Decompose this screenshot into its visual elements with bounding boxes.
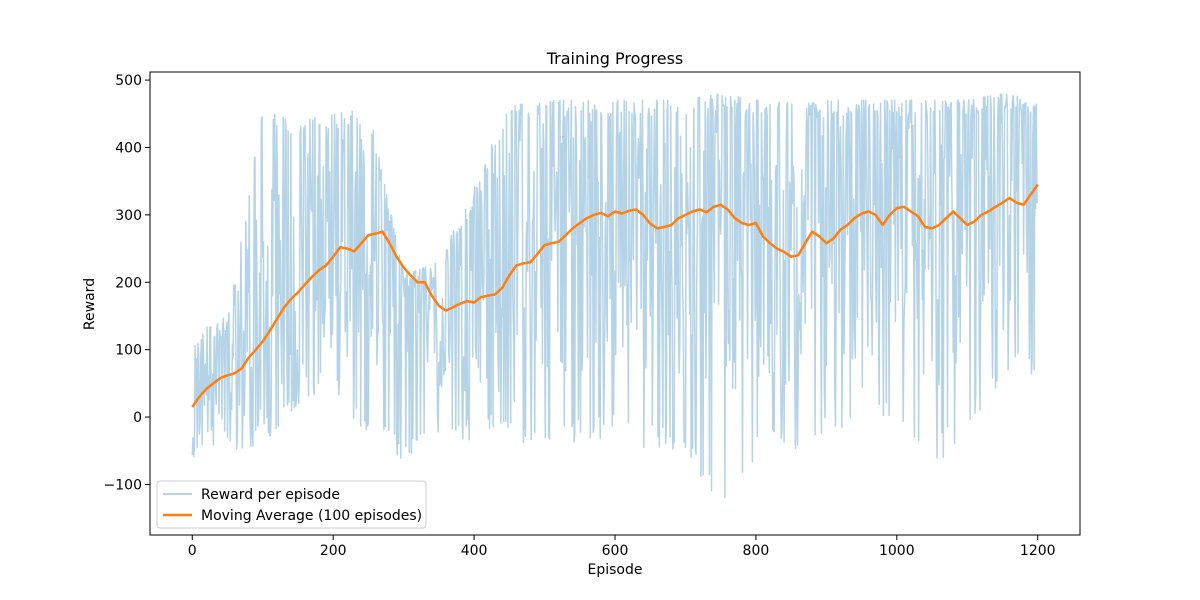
x-tick-label: 600	[602, 543, 629, 559]
y-tick-label: 400	[115, 140, 142, 156]
y-tick-label: 300	[115, 208, 142, 224]
y-tick-label: 100	[115, 343, 142, 359]
chart-title: Training Progress	[546, 49, 684, 68]
reward-per-episode-line	[191, 93, 1038, 499]
x-tick-label: 200	[320, 543, 347, 559]
moving-average-line	[191, 183, 1039, 408]
legend-label-reward: Reward per episode	[201, 487, 340, 503]
y-tick-label: −100	[104, 477, 142, 493]
x-tick-label: 0	[188, 543, 197, 559]
legend: Reward per episode Moving Average (100 e…	[156, 480, 427, 529]
x-tick-label: 800	[743, 543, 770, 559]
x-axis-ticks: 0 200 400 600 800 1000 1200	[188, 535, 1056, 559]
x-tick-label: 1000	[879, 543, 915, 559]
moving-average-series	[191, 183, 1039, 408]
y-axis-ticks: −100 0 100 200 300 400 500	[104, 73, 150, 493]
reward-per-episode-series	[191, 93, 1038, 499]
legend-box	[156, 480, 427, 529]
x-tick-label: 400	[461, 543, 488, 559]
y-axis-label: Reward	[82, 278, 98, 330]
x-tick-label: 1200	[1020, 543, 1056, 559]
x-axis-label: Episode	[588, 562, 643, 578]
legend-label-moving-average: Moving Average (100 episodes)	[201, 508, 422, 524]
y-tick-label: 500	[115, 73, 142, 89]
y-tick-label: 0	[133, 410, 142, 426]
y-tick-label: 200	[115, 275, 142, 291]
